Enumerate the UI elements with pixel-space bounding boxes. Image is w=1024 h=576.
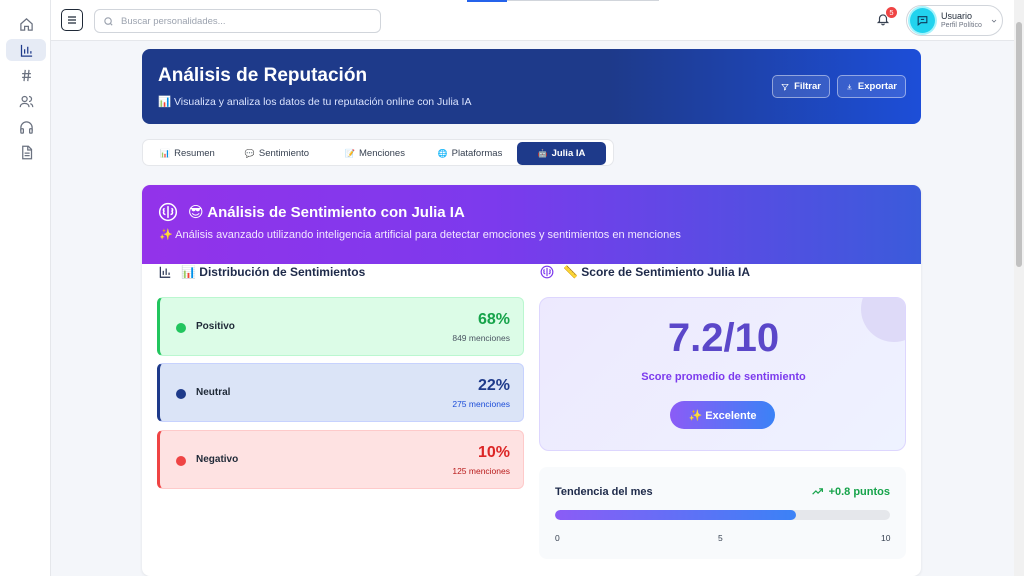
- brain-icon: [158, 202, 178, 222]
- trend-tick-max: 10: [881, 533, 891, 543]
- tab-label: Sentimiento: [258, 148, 310, 159]
- sentiment-mentions: 849 menciones: [452, 333, 510, 343]
- sentiment-dot: [176, 323, 186, 333]
- sentiment-positive: Positivo 68% 849 menciones: [157, 297, 524, 356]
- filter-icon: [781, 83, 789, 91]
- sidebar-item-analytics[interactable]: [6, 39, 46, 61]
- trend-label: Tendencia del mes: [555, 486, 653, 498]
- page-header: Análisis de Reputación 📊 Visualiza y ana…: [142, 49, 921, 124]
- brain-icon: [540, 265, 554, 279]
- sentiment-label: Negativo: [196, 454, 239, 465]
- tab-icon: 💬: [244, 149, 255, 158]
- sidebar-item-support[interactable]: [6, 116, 46, 138]
- page-scrollbar[interactable]: [1014, 0, 1024, 576]
- sentiment-dot: [176, 389, 186, 399]
- sidebar: [0, 0, 51, 576]
- top-accent-line: [507, 0, 659, 1]
- bar-chart-icon: [159, 266, 171, 278]
- tab-icon: 📝: [345, 149, 355, 158]
- scrollbar-thumb[interactable]: [1016, 22, 1022, 267]
- score-title: 📏 Score de Sentimiento Julia IA: [540, 265, 750, 279]
- tab-label: Plataformas: [451, 148, 503, 159]
- search-box: [94, 9, 381, 33]
- tab-label: Resumen: [174, 148, 215, 159]
- tab-bar: 📊 Resumen 💬 Sentimiento 📝 Menciones 🌐 Pl…: [142, 139, 614, 166]
- tab-sentimiento[interactable]: 💬 Sentimiento: [233, 142, 321, 165]
- tab-label: Julia IA: [551, 148, 586, 159]
- tab-plataformas[interactable]: 🌐 Plataformas: [426, 142, 514, 165]
- bar-chart-icon: [20, 44, 32, 57]
- sentiment-percent: 68%: [477, 311, 510, 328]
- distribution-title: 📊 Distribución de Sentimientos: [158, 265, 365, 279]
- user-role: Perfil Político: [941, 21, 982, 29]
- notifications-button[interactable]: [876, 12, 892, 28]
- score-title-text: 📏 Score de Sentimiento Julia IA: [563, 265, 750, 279]
- menu-toggle-button[interactable]: [61, 9, 83, 31]
- score-panel: 7.2/10 Score promedio de sentimiento ✨ E…: [539, 297, 906, 451]
- card-header: 😎 Análisis de Sentimiento con Julia IA ✨…: [142, 185, 921, 264]
- avatar: [910, 8, 935, 33]
- hashtag-icon: [21, 69, 31, 81]
- download-icon: [847, 83, 852, 89]
- search-input[interactable]: [121, 15, 361, 27]
- bell-icon: [876, 14, 890, 26]
- julia-sentiment-card: 😎 Análisis de Sentimiento con Julia IA ✨…: [142, 185, 921, 576]
- trend-progress-fill: [555, 510, 797, 520]
- page-title: Análisis de Reputación: [158, 65, 368, 86]
- sentiment-label: Neutral: [196, 387, 231, 398]
- distribution-title-text: 📊 Distribución de Sentimientos: [181, 265, 366, 279]
- user-name: Usuario: [941, 11, 973, 22]
- sentiment-negative: Negativo 10% 125 menciones: [157, 430, 524, 489]
- tab-icon: 🤖: [537, 149, 548, 158]
- card-subtitle: ✨ Análisis avanzado utilizando inteligen…: [159, 229, 681, 241]
- headphones-icon: [19, 120, 33, 134]
- sentiment-percent: 22%: [477, 377, 510, 394]
- top-accent: [467, 0, 507, 2]
- score-value: 7.2/10: [667, 316, 780, 360]
- sentiment-dot: [176, 456, 186, 466]
- sentiment-neutral: Neutral 22% 275 menciones: [157, 363, 524, 422]
- hamburger-icon: [68, 16, 76, 24]
- sentiment-label: Positivo: [196, 321, 235, 332]
- tab-resumen[interactable]: 📊 Resumen: [151, 142, 224, 165]
- user-menu[interactable]: Usuario Perfil Político: [906, 5, 1003, 36]
- document-icon: [21, 145, 32, 159]
- trend-progress-bar: [555, 510, 890, 520]
- sidebar-item-home[interactable]: [6, 13, 46, 35]
- notifications-badge: 5: [885, 6, 898, 19]
- sidebar-item-reports[interactable]: [6, 141, 46, 163]
- export-button-label: Exportar: [857, 81, 897, 92]
- trend-panel: Tendencia del mes +0.8 puntos 0 5 10: [539, 467, 906, 559]
- tab-menciones[interactable]: 📝 Menciones: [331, 142, 419, 165]
- page-subtitle: 📊 Visualiza y analiza los datos de tu re…: [158, 96, 472, 108]
- tab-icon: 🌐: [437, 149, 448, 158]
- chat-avatar-icon: [917, 16, 928, 26]
- filter-button-label: Filtrar: [794, 81, 821, 92]
- search-icon: [104, 16, 113, 26]
- sidebar-item-users[interactable]: [6, 90, 46, 112]
- trend-delta: +0.8 puntos: [811, 485, 890, 498]
- filter-button[interactable]: Filtrar: [772, 75, 830, 98]
- tab-icon: 📊: [160, 149, 171, 158]
- score-caption: Score promedio de sentimiento: [641, 371, 806, 383]
- trend-delta-text: +0.8 puntos: [828, 485, 890, 498]
- score-badge: ✨ Excelente: [670, 401, 775, 429]
- export-button[interactable]: Exportar: [837, 75, 906, 98]
- chevron-down-icon: [991, 19, 997, 23]
- tab-julia-ia[interactable]: 🤖 Julia IA: [517, 142, 606, 165]
- sentiment-mentions: 275 menciones: [452, 399, 510, 409]
- trend-tick-min: 0: [555, 533, 560, 543]
- trending-up-icon: [811, 488, 823, 495]
- card-title: 😎 Análisis de Sentimiento con Julia IA: [188, 204, 465, 221]
- users-icon: [19, 95, 33, 107]
- tab-label: Menciones: [359, 148, 405, 159]
- topbar: 5 Usuario Perfil Político: [51, 0, 1014, 41]
- sidebar-item-hashtags[interactable]: [6, 64, 46, 86]
- sentiment-percent: 10%: [477, 444, 510, 461]
- home-icon: [19, 17, 33, 31]
- sentiment-mentions: 125 menciones: [452, 466, 510, 476]
- trend-tick-mid: 5: [718, 533, 723, 543]
